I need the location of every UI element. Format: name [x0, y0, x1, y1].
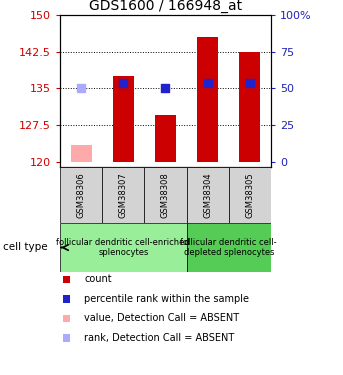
Point — [163, 86, 168, 92]
Text: follicular dendritic cell-
depleted splenocytes: follicular dendritic cell- depleted sple… — [180, 238, 277, 257]
Bar — [60, 167, 102, 223]
Bar — [155, 116, 176, 162]
Text: percentile rank within the sample: percentile rank within the sample — [84, 294, 249, 304]
Bar — [144, 167, 187, 223]
Bar — [71, 145, 92, 162]
Title: GDS1600 / 166948_at: GDS1600 / 166948_at — [89, 0, 242, 13]
Text: rank, Detection Call = ABSENT: rank, Detection Call = ABSENT — [84, 333, 234, 343]
Text: GSM38305: GSM38305 — [245, 172, 255, 218]
Text: GSM38304: GSM38304 — [203, 172, 212, 218]
Bar — [239, 52, 260, 162]
Bar — [229, 167, 271, 223]
Bar — [187, 167, 229, 223]
Point — [78, 86, 84, 92]
Text: GSM38307: GSM38307 — [119, 172, 128, 218]
Text: count: count — [84, 274, 112, 284]
Point — [121, 80, 126, 86]
Bar — [60, 223, 187, 272]
Point — [247, 80, 253, 86]
Text: GSM38306: GSM38306 — [76, 172, 86, 218]
Bar — [113, 76, 134, 162]
Bar — [197, 37, 218, 162]
Bar — [102, 167, 144, 223]
Bar — [187, 223, 271, 272]
Point — [205, 80, 211, 86]
Text: value, Detection Call = ABSENT: value, Detection Call = ABSENT — [84, 314, 239, 323]
Text: follicular dendritic cell-enriched
splenocytes: follicular dendritic cell-enriched splen… — [57, 238, 190, 257]
Text: cell type: cell type — [3, 243, 48, 252]
Text: GSM38308: GSM38308 — [161, 172, 170, 218]
